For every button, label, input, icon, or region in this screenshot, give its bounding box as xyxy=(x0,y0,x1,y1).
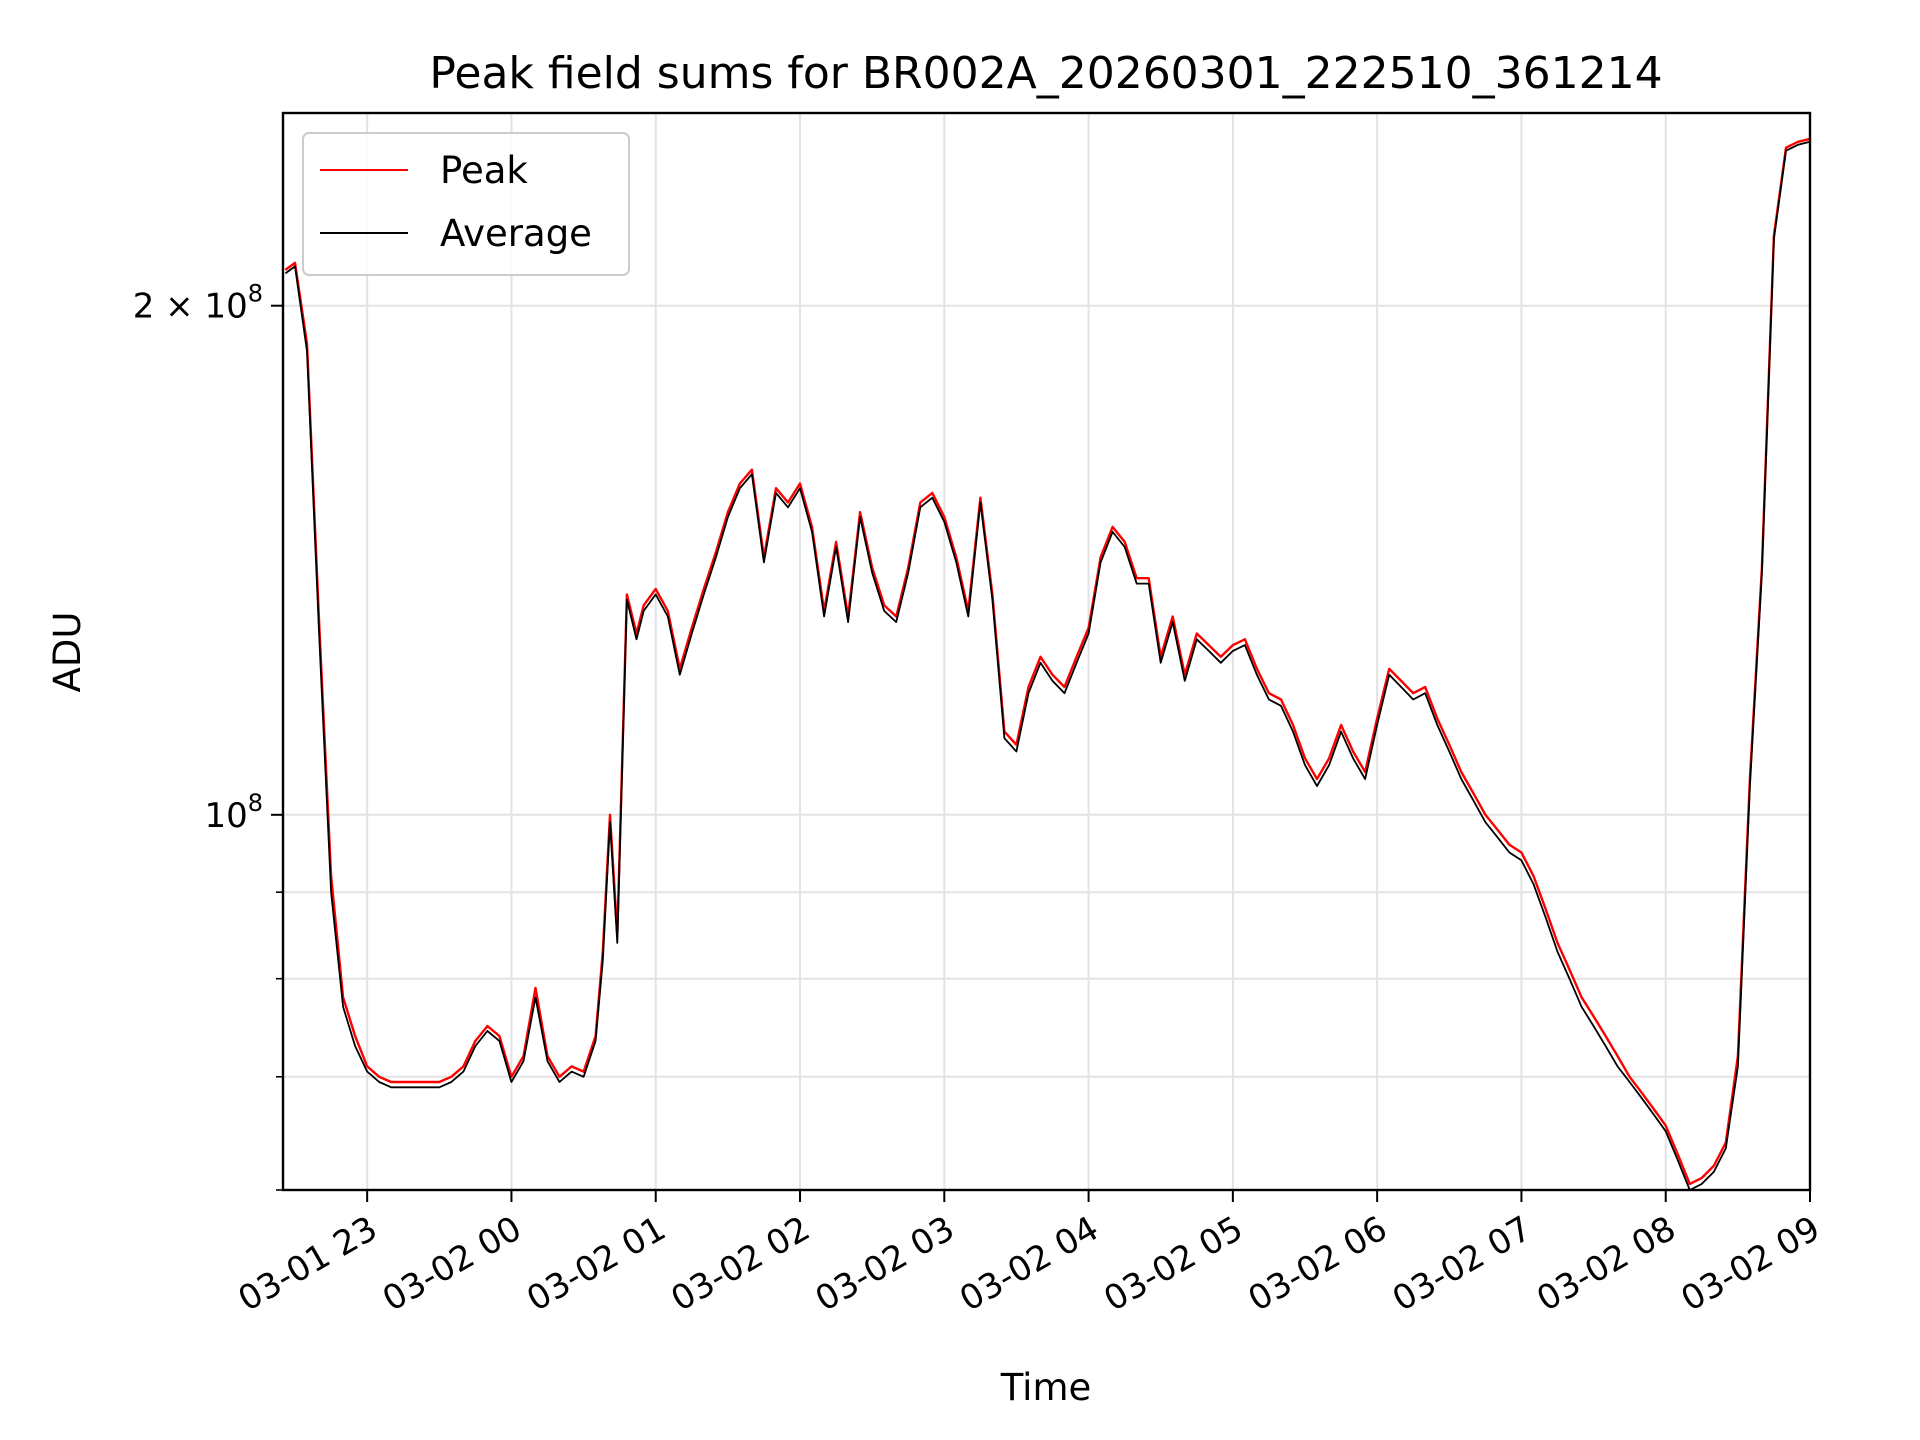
y-axis-label: ADU xyxy=(46,612,89,693)
legend: Peak Average xyxy=(302,132,630,276)
plot-frame xyxy=(281,111,1812,1192)
series-layer xyxy=(284,137,1811,1191)
x-axis-label: Time xyxy=(1000,1366,1092,1409)
chart-title: Peak field sums for BR002A_20260301_2225… xyxy=(429,48,1662,99)
y-axis: 108 2 × 108 xyxy=(133,280,283,1191)
legend-label-average: Average xyxy=(440,212,592,255)
series-line-peak xyxy=(284,137,1811,1186)
legend-box xyxy=(302,132,630,276)
series-line-average xyxy=(284,140,1811,1191)
y-tick-label: 2 × 108 xyxy=(133,280,263,327)
legend-label-peak: Peak xyxy=(440,149,528,192)
y-tick-label: 108 xyxy=(204,789,263,836)
